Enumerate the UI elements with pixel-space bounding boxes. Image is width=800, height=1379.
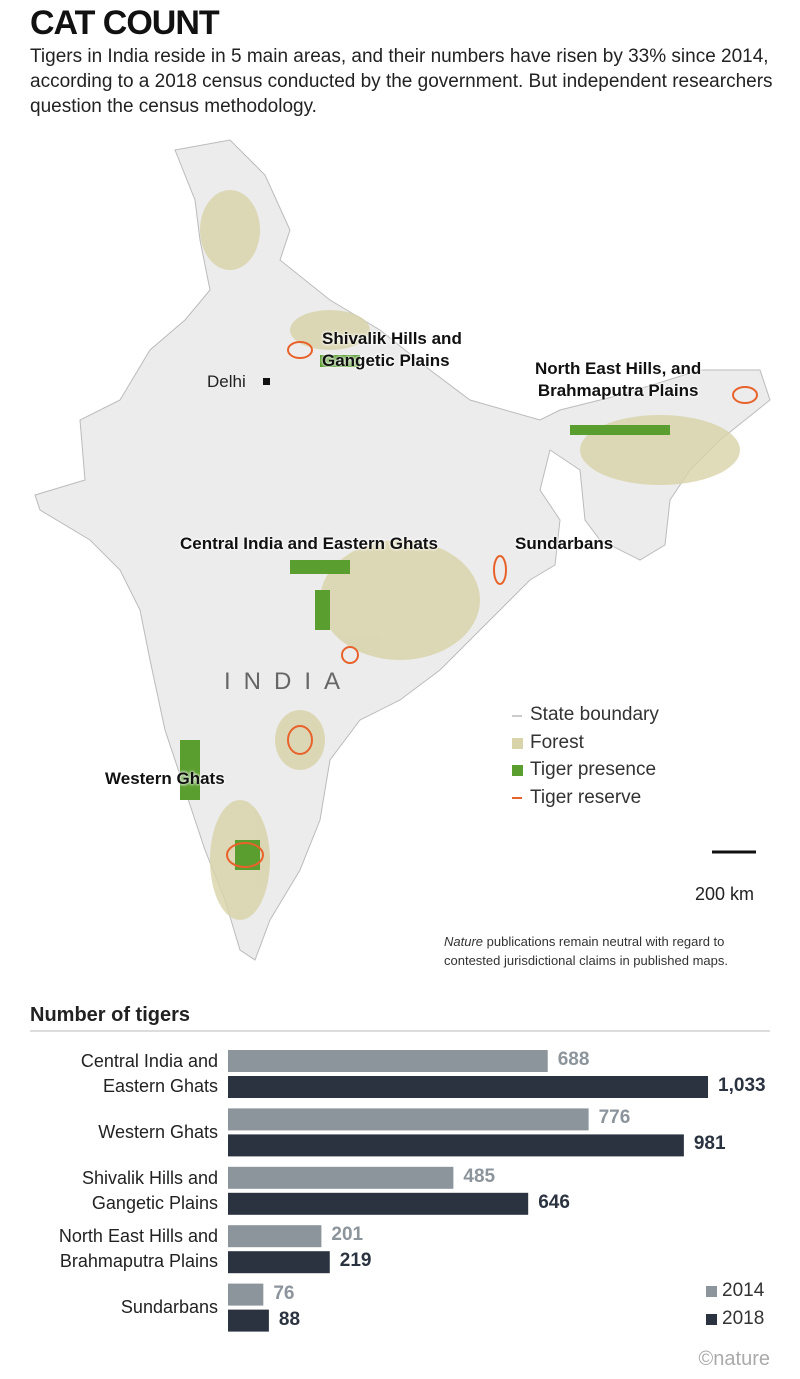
credit: ©nature <box>698 1348 770 1370</box>
bar <box>228 1192 529 1215</box>
note-emphasis: Nature <box>444 934 484 949</box>
map-label: Sundarbans <box>515 534 614 553</box>
title: CAT COUNT <box>30 4 220 42</box>
map-label: North East Hills, and Brahmaputra Plains <box>535 359 702 400</box>
value-label: 981 <box>693 1133 726 1155</box>
legend-swatch <box>512 738 523 749</box>
map-label: Delhi <box>207 372 246 391</box>
forest-areas <box>200 190 740 920</box>
value-label: 688 <box>557 1049 590 1070</box>
category-label: Sundarbans <box>120 1297 218 1318</box>
legend-swatch <box>512 765 523 776</box>
legend-label: 2018 <box>722 1308 765 1329</box>
legend-swatch <box>706 1286 717 1297</box>
tiger-reserves <box>226 341 758 868</box>
value-label: 646 <box>538 1191 570 1213</box>
bar <box>228 1166 454 1189</box>
value-label: 776 <box>598 1107 631 1129</box>
map-note: Nature publications remain neutral with … <box>444 932 774 970</box>
category-label: Shivalik Hills and Gangetic Plains <box>81 1167 218 1213</box>
category-label: North East Hills and Brahmaputra Plains <box>58 1226 218 1272</box>
bar <box>228 1050 548 1072</box>
bar <box>228 1076 709 1098</box>
bar <box>228 1134 684 1157</box>
value-label: 485 <box>463 1165 496 1187</box>
map-legend-label: Tiger reserve <box>530 787 642 808</box>
category-label: Central India and Eastern Ghats <box>80 1051 218 1096</box>
bar <box>228 1225 322 1248</box>
bar <box>228 1251 330 1274</box>
value-label: 76 <box>273 1282 295 1304</box>
category-label: Western Ghats <box>98 1121 218 1142</box>
chart-title: Number of tigers <box>30 1004 191 1026</box>
value-label: 201 <box>331 1224 364 1246</box>
legend-label: 2014 <box>722 1280 765 1301</box>
map-label: INDIA <box>224 668 354 695</box>
value-label: 219 <box>339 1250 372 1272</box>
delhi-marker <box>263 378 270 385</box>
subtitle: Tigers in India reside in 5 main areas, … <box>30 46 773 117</box>
map-label: Shivalik Hills and Gangetic Plains <box>322 329 462 370</box>
bar <box>228 1309 269 1332</box>
note-text: publications remain neutral with regard … <box>444 934 728 968</box>
map-legend-label: State boundary <box>530 704 659 725</box>
bar <box>228 1283 264 1306</box>
bar <box>228 1108 589 1131</box>
map-label: Central India and Eastern Ghats <box>180 534 438 553</box>
value-label: 1,033 <box>718 1075 766 1096</box>
legend-swatch <box>706 1314 717 1325</box>
value-label: 88 <box>278 1308 301 1330</box>
scale-label: 200 km <box>695 884 755 904</box>
map-legend-label: Tiger presence <box>530 759 657 780</box>
map-legend-label: Forest <box>530 732 584 753</box>
map-label: Western Ghats <box>105 769 225 788</box>
